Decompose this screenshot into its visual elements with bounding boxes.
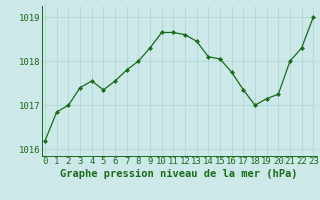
X-axis label: Graphe pression niveau de la mer (hPa): Graphe pression niveau de la mer (hPa): [60, 169, 298, 179]
